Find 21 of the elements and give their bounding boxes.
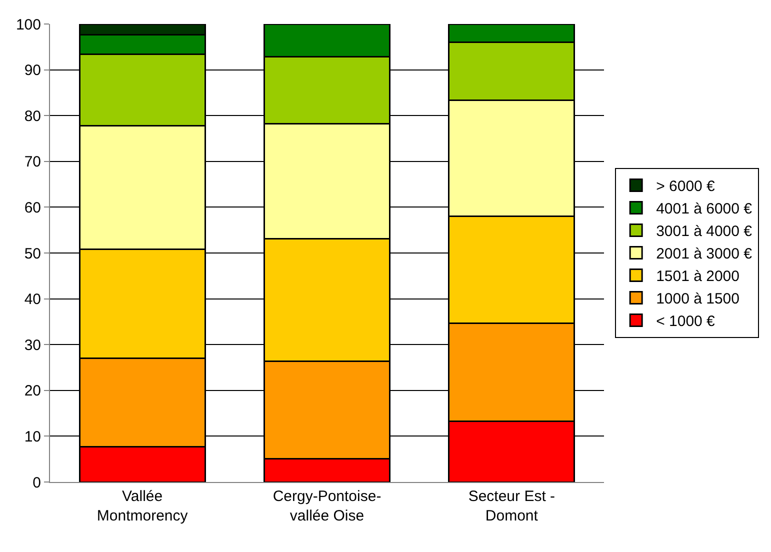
legend-label: 1000 à 1500 (656, 290, 740, 308)
y-tick-label: 100 (16, 16, 41, 34)
y-tick-label: 60 (24, 199, 41, 216)
legend-label: > 6000 € (656, 178, 716, 196)
x-tick-label: Secteur Est - Domont (468, 488, 556, 524)
y-tick-label: 30 (24, 336, 41, 354)
y-tick-label: 50 (24, 245, 41, 262)
y-tick-label: 70 (24, 154, 41, 171)
legend-label: 2001 à 3000 € (656, 246, 753, 263)
legend-label: 3001 à 4000 € (656, 223, 753, 240)
y-tick-label: 80 (24, 108, 41, 125)
x-tick-label: Vallée Montmorency (96, 488, 188, 524)
y-tick-label: 90 (24, 62, 41, 80)
y-tick-label: 0 (32, 474, 41, 492)
legend-label: 4001 à 6000 € (656, 200, 753, 218)
legend-label: < 1000 € (656, 313, 716, 330)
y-tick-label: 40 (24, 291, 41, 308)
legend-label: 1501 à 2000 (656, 268, 740, 286)
y-tick-label: 10 (24, 428, 41, 446)
x-tick-label: Cergy-Pontoise- vallée Oise (272, 488, 382, 524)
y-tick-label: 20 (24, 382, 41, 400)
